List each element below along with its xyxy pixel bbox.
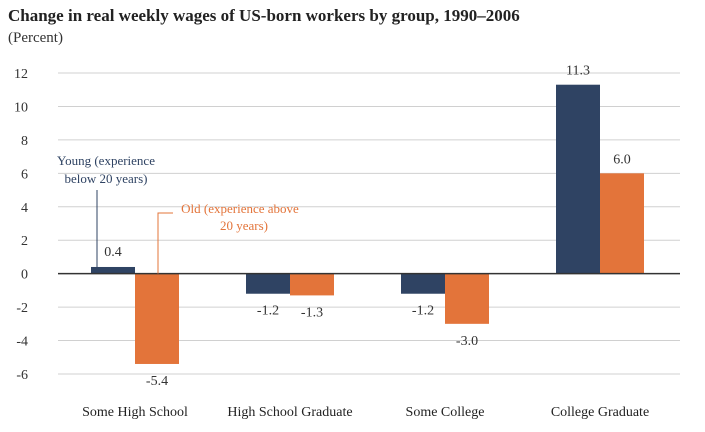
bar: [135, 273, 179, 364]
y-tick-label: -2: [16, 301, 28, 316]
y-tick-label: -4: [16, 335, 28, 350]
bar: [556, 84, 600, 274]
y-tick-label: 4: [21, 201, 28, 216]
x-category-label: Some College: [406, 405, 485, 420]
y-tick-label: 8: [21, 134, 28, 149]
y-tick-label: -6: [16, 368, 28, 383]
y-tick-label: 10: [14, 100, 28, 115]
data-label: -1.3: [301, 305, 323, 320]
data-label: -5.4: [146, 374, 168, 389]
chart-subtitle: (Percent): [8, 30, 63, 46]
x-category-label: Some High School: [82, 405, 188, 420]
x-category-label: High School Graduate: [227, 405, 352, 420]
y-tick-label: 6: [21, 167, 28, 182]
y-tick-label: 0: [21, 268, 28, 283]
data-label: 6.0: [613, 152, 631, 167]
bar: [290, 273, 334, 296]
series-annotation-young: below 20 years): [64, 171, 147, 186]
x-category-label: College Graduate: [551, 405, 649, 420]
bar: [600, 173, 644, 274]
bar: [91, 266, 135, 274]
data-label: -3.0: [456, 334, 478, 349]
data-label: 11.3: [566, 64, 590, 79]
series-annotation-old: Old (experience above: [181, 201, 299, 216]
y-tick-label: 12: [14, 67, 28, 82]
chart-title: Change in real weekly wages of US-born w…: [8, 6, 520, 25]
callout-line: [157, 212, 173, 274]
series-annotation-old: 20 years): [220, 218, 268, 233]
data-label: 0.4: [104, 245, 122, 260]
bar: [445, 273, 489, 324]
data-label: -1.2: [412, 304, 434, 319]
bar: [246, 273, 290, 294]
series-annotation-young: Young (experience: [57, 153, 155, 168]
bar: [401, 273, 445, 294]
y-tick-label: 2: [21, 234, 28, 249]
data-label: -1.2: [257, 304, 279, 319]
